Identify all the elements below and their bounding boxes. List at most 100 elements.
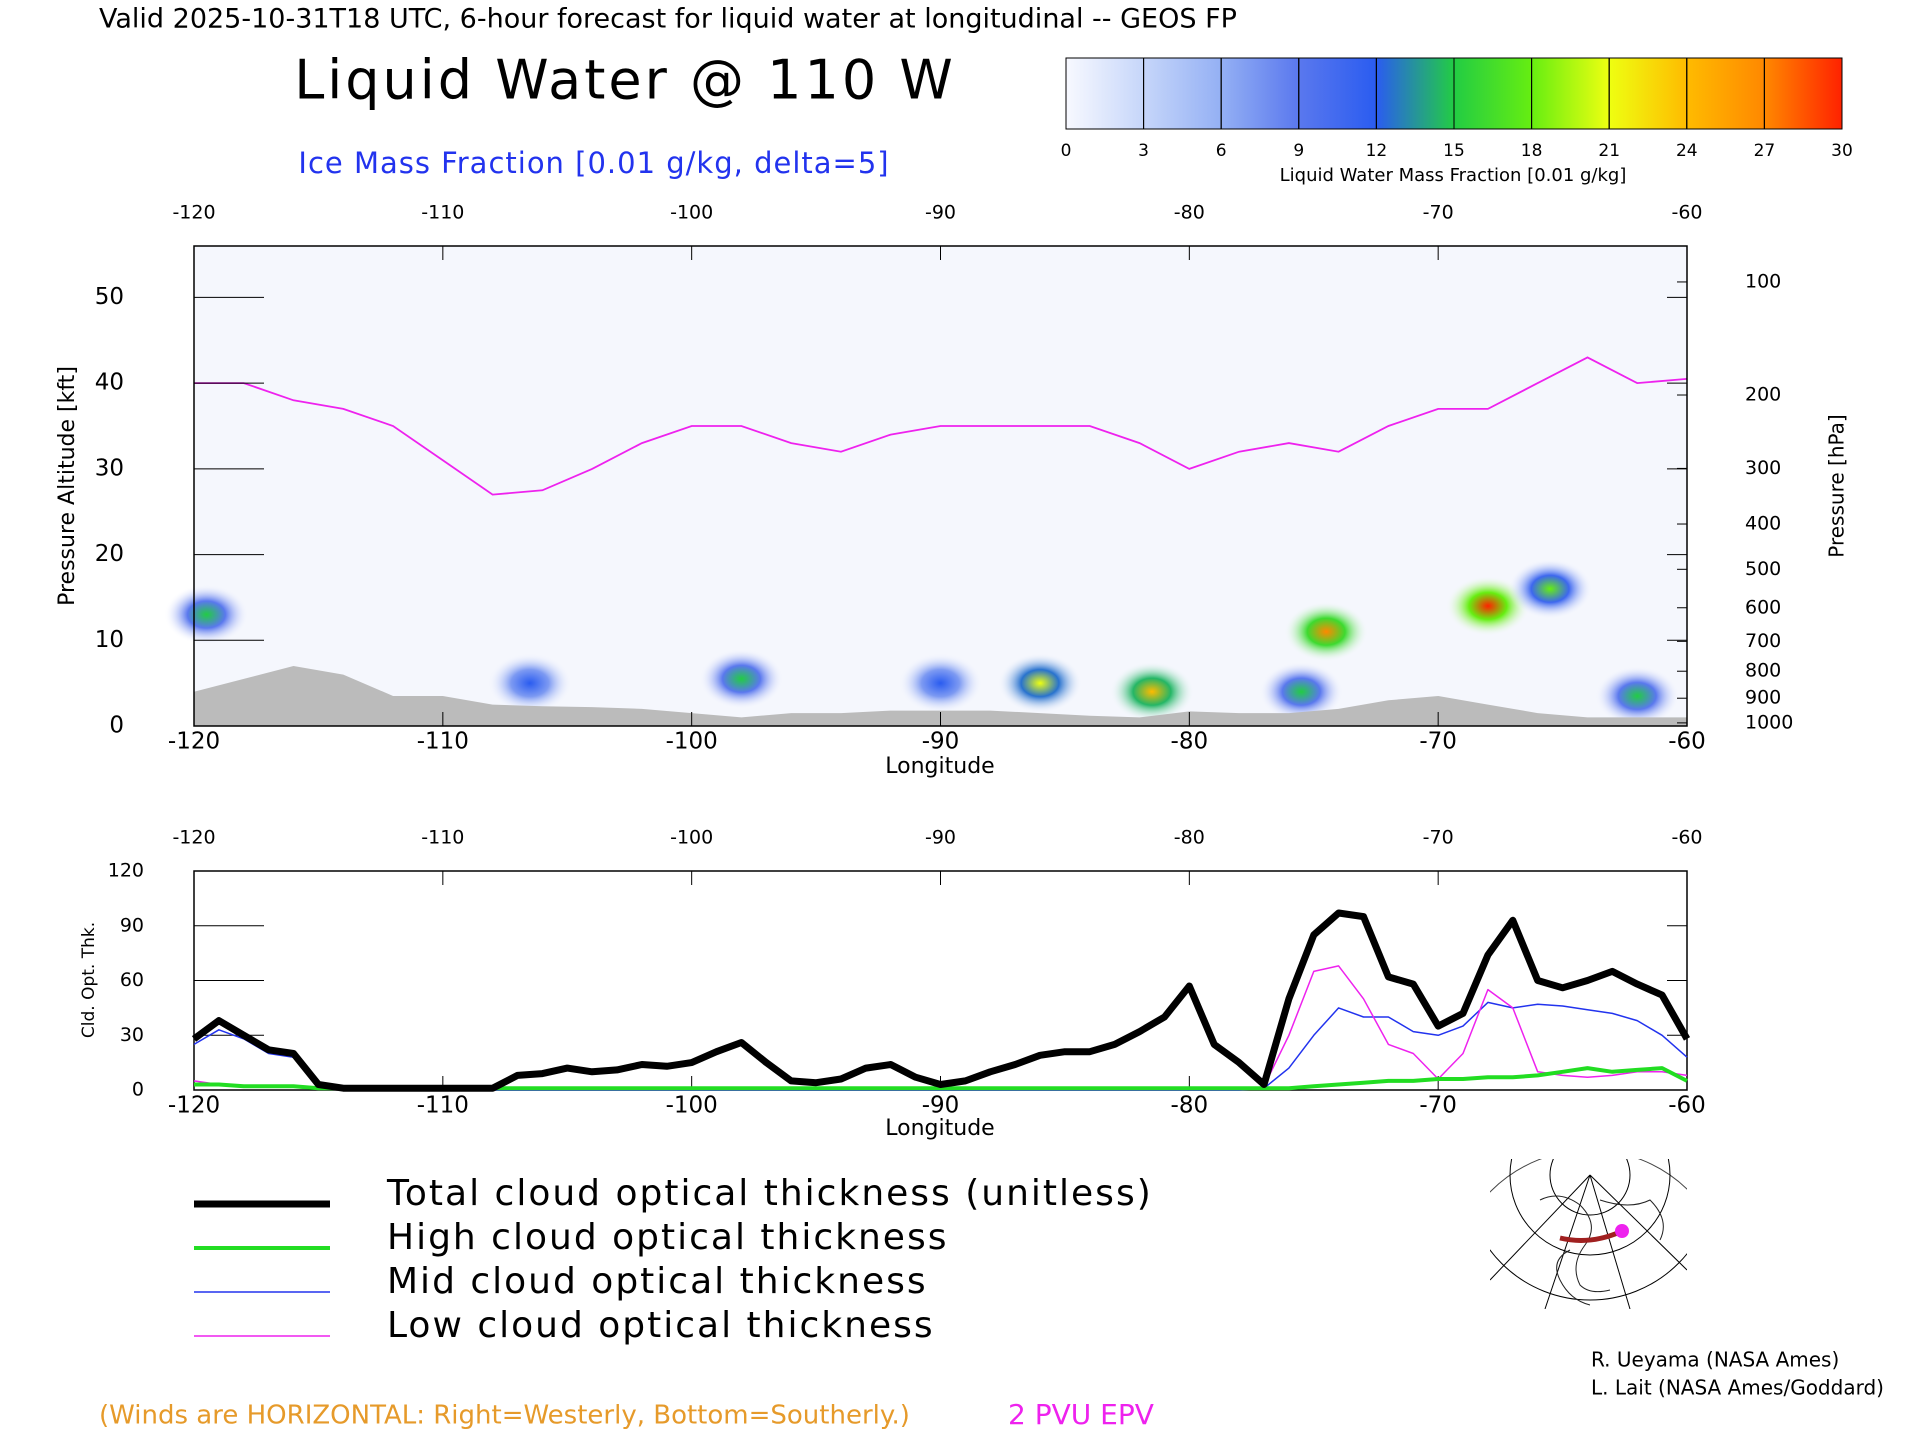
colorbar-tick-label: 15 xyxy=(1443,141,1465,161)
map-section-line xyxy=(1559,1229,1621,1243)
colorbar-tick-label: 27 xyxy=(1754,141,1776,161)
colorbar-tick-label: 21 xyxy=(1598,141,1620,161)
y-tick-label: 30 xyxy=(120,1024,144,1046)
x-tick-label: -80 xyxy=(1171,729,1209,755)
colorbar-segment xyxy=(1375,57,1455,130)
colorbar-tick-label: 3 xyxy=(1138,141,1149,161)
liquid-water-maximum xyxy=(1284,601,1369,662)
x-tick-label: -100 xyxy=(666,729,718,755)
colorbar-tick-label: 12 xyxy=(1366,141,1388,161)
x-tick-label-top: -110 xyxy=(421,202,464,224)
x-tick-label-top: -60 xyxy=(1671,202,1702,224)
map-graticule xyxy=(1490,1159,1687,1309)
y2-tick-label: 500 xyxy=(1745,558,1781,580)
x-tick-label-top: -100 xyxy=(670,827,713,849)
liquid-water-maximum xyxy=(1259,661,1344,722)
y-tick-label: 60 xyxy=(120,969,144,991)
y-axis-label: Cld. Opt. Thk. xyxy=(79,922,99,1038)
y2-tick-label: 700 xyxy=(1745,630,1781,652)
series-line xyxy=(191,909,1691,1092)
colorbar-segment xyxy=(1220,57,1300,130)
plot-background xyxy=(194,246,1687,726)
liquid-water-maximum xyxy=(699,648,784,709)
y2-tick-label: 300 xyxy=(1745,457,1781,479)
y-tick-label: 0 xyxy=(109,713,124,739)
x-tick-label: -80 xyxy=(1171,1093,1209,1119)
liquid-water-maximum xyxy=(898,653,983,714)
colorbar-segment xyxy=(1298,57,1377,130)
chart-subtitle: Ice Mass Fraction [0.01 g/kg, delta=5] xyxy=(298,146,889,180)
credit: L. Lait (NASA Ames/Goddard) xyxy=(1591,1376,1884,1400)
liquid-water-maximum xyxy=(487,653,572,714)
x-tick-label-top: -120 xyxy=(172,827,215,849)
y2-tick-label: 400 xyxy=(1745,513,1781,535)
x-tick-label-top: -120 xyxy=(172,202,215,224)
x-tick-label: -100 xyxy=(666,1093,718,1119)
x-tick-label: -60 xyxy=(1668,729,1706,755)
y2-tick-label: 100 xyxy=(1745,270,1781,292)
map-marker xyxy=(1615,1224,1629,1238)
y-tick-label: 10 xyxy=(95,627,124,653)
y2-tick-label: 1000 xyxy=(1745,711,1793,733)
y-tick-label: 40 xyxy=(95,370,124,396)
y-tick-label: 0 xyxy=(132,1079,144,1101)
x-tick-label: -90 xyxy=(922,729,960,755)
locator-map xyxy=(1490,1159,1687,1309)
colorbar-segment xyxy=(1608,57,1688,130)
legend-label: High cloud optical thickness xyxy=(387,1217,948,1258)
credit: R. Ueyama (NASA Ames) xyxy=(1591,1348,1839,1372)
y-tick-label: 120 xyxy=(108,860,144,882)
colorbar-tick-label: 6 xyxy=(1216,141,1227,161)
liquid-water-maximum xyxy=(998,653,1083,714)
colorbar-segment xyxy=(1065,57,1145,130)
colorbar-tick-label: 9 xyxy=(1293,141,1304,161)
y2-tick-label: 800 xyxy=(1745,660,1781,682)
colorbar-tick-label: 18 xyxy=(1521,141,1543,161)
x-tick-label-top: -90 xyxy=(925,202,956,224)
legend-label: Low cloud optical thickness xyxy=(387,1305,935,1346)
x-axis-label: Longitude xyxy=(885,1116,994,1141)
x-tick-label-top: -90 xyxy=(925,827,956,849)
wind-note: (Winds are HORIZONTAL: Right=Westerly, B… xyxy=(99,1401,910,1431)
liquid-water-maximum xyxy=(1508,558,1593,619)
liquid-water-maximum xyxy=(164,584,249,645)
x-tick-label-top: -100 xyxy=(670,202,713,224)
colorbar-tick-label: 0 xyxy=(1061,141,1072,161)
y-axis-label: Pressure Altitude [kft] xyxy=(55,366,80,606)
chart-title: Liquid Water @ 110 W xyxy=(294,49,956,112)
tropopause-line xyxy=(194,356,1688,496)
x-tick-label: -120 xyxy=(168,729,220,755)
x-tick-label-top: -80 xyxy=(1174,827,1205,849)
series-line xyxy=(193,965,1688,1089)
x-tick-label-top: -80 xyxy=(1174,202,1205,224)
y-tick-label: 20 xyxy=(95,541,124,567)
x-tick-label: -60 xyxy=(1668,1093,1706,1119)
liquid-water-maximum xyxy=(1110,661,1195,722)
x-tick-label: -70 xyxy=(1419,729,1457,755)
legend-label: Total cloud optical thickness (unitless) xyxy=(386,1173,1153,1214)
colorbar-segment xyxy=(1763,57,1843,130)
colorbar-segment xyxy=(1453,57,1533,130)
header-title: Valid 2025-10-31T18 UTC, 6-hour forecast… xyxy=(99,4,1237,35)
y-tick-label: 90 xyxy=(120,914,144,936)
y2-tick-label: 600 xyxy=(1745,596,1781,618)
tropopause-label: 2 PVU EPV xyxy=(1008,1398,1154,1431)
terrain xyxy=(194,666,1687,726)
plot-frame xyxy=(193,870,1688,1091)
y-tick-label: 30 xyxy=(95,455,124,481)
x-axis-label: Longitude xyxy=(885,754,994,779)
y-tick-label: 50 xyxy=(95,284,124,310)
x-tick-label: -70 xyxy=(1419,1093,1457,1119)
colorbar-tick-label: 24 xyxy=(1676,141,1698,161)
colorbar-segment xyxy=(1686,57,1765,130)
y2-axis-label: Pressure [hPa] xyxy=(1825,414,1849,557)
x-tick-label-top: -110 xyxy=(421,827,464,849)
legend-label: Mid cloud optical thickness xyxy=(387,1261,928,1302)
colorbar-segment xyxy=(1531,57,1610,130)
colorbar-segment xyxy=(1143,57,1222,130)
x-tick-label: -120 xyxy=(168,1093,220,1119)
liquid-water-maximum xyxy=(1595,666,1680,726)
x-tick-label-top: -70 xyxy=(1423,202,1454,224)
